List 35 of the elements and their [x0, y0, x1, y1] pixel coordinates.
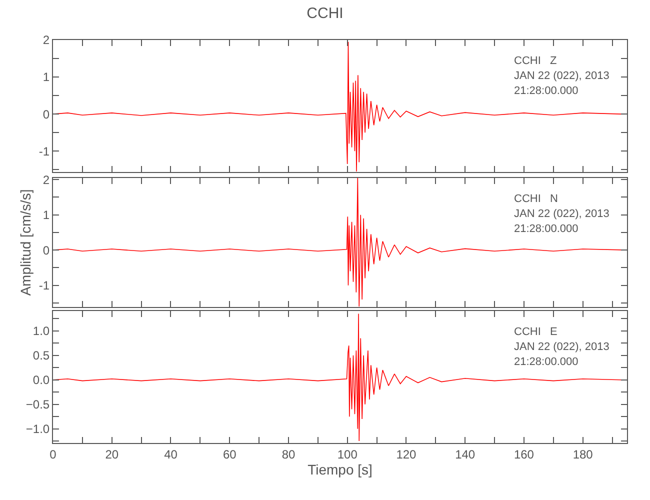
x-tick-label: 80: [282, 447, 296, 462]
x-tick-label: 100: [337, 447, 358, 462]
line-series: [53, 313, 622, 442]
x-tick-label: 140: [455, 447, 476, 462]
annotation: 21:28:00.000: [514, 85, 578, 97]
x-tick-label: 40: [164, 447, 178, 462]
y-tick-label: 0.0: [32, 373, 50, 388]
y-tick-label: −1.0: [26, 422, 50, 436]
y-axis-title: Amplitud [cm/s/s]: [18, 189, 34, 296]
annotation: JAN 22 (022), 2013: [514, 341, 610, 353]
y-tick-label: -1: [38, 144, 50, 158]
chart-title: CCHI: [306, 5, 344, 22]
annotation: JAN 22 (022), 2013: [514, 208, 610, 220]
x-tick-label: 160: [514, 447, 534, 462]
y-tick-label: 1.0: [32, 324, 50, 338]
y-tick-label: 2: [42, 172, 50, 187]
y-tick-label: 2: [42, 33, 50, 48]
y-tick-label: 0: [42, 107, 50, 122]
annotation: 21:28:00.000: [514, 223, 578, 235]
x-tick-label: 60: [222, 447, 237, 462]
x-tick-label: 20: [105, 447, 119, 462]
y-tick-label: 1: [42, 208, 50, 222]
annotation: CCHI N: [514, 193, 558, 205]
annotation: 21:28:00.000: [514, 356, 578, 368]
x-tick-label: 120: [396, 447, 417, 462]
x-axis-title: Tiempo [s]: [308, 461, 372, 478]
y-tick-label: 0: [42, 243, 50, 258]
x-tick-label: 180: [572, 447, 594, 462]
y-tick-label: 1: [42, 70, 50, 84]
y-tick-label: 0.5: [32, 348, 50, 363]
annotation: CCHI E: [514, 326, 558, 338]
annotation: JAN 22 (022), 2013: [514, 70, 610, 82]
y-tick-label: -1: [38, 278, 50, 293]
annotation: CCHI Z: [514, 55, 558, 67]
y-tick-label: −0.5: [26, 398, 50, 412]
